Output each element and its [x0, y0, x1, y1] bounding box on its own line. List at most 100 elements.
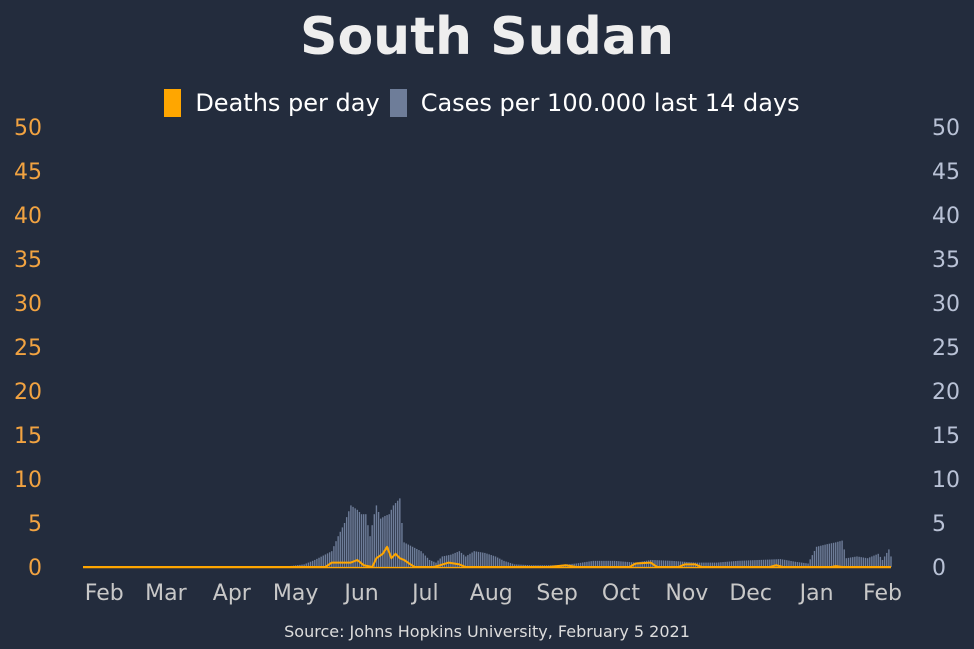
cases-bar — [428, 559, 431, 567]
cases-bar — [673, 561, 675, 567]
x-tick-label: Jan — [798, 581, 834, 606]
cases-bar — [845, 558, 848, 567]
cases-bar — [641, 561, 643, 567]
cases-bar — [826, 544, 828, 567]
cases-bar — [484, 552, 486, 567]
cases-swatch-icon — [389, 89, 407, 117]
cases-bar — [388, 514, 390, 567]
cases-bar — [643, 561, 646, 567]
cases-bar — [788, 560, 790, 567]
y-tick-right-label: 15 — [932, 424, 960, 449]
cases-bar — [773, 559, 775, 567]
cases-bar — [728, 561, 731, 567]
y-tick-left-label: 45 — [14, 160, 42, 185]
cases-bar — [443, 556, 446, 567]
cases-bar — [639, 561, 641, 567]
cases-bar — [607, 560, 609, 567]
cases-bar — [505, 561, 507, 567]
cases-bar — [847, 557, 850, 567]
cases-bar — [437, 560, 439, 567]
cases-bar — [375, 505, 378, 567]
cases-bar — [705, 562, 707, 567]
cases-bar — [877, 553, 879, 567]
cases-bar — [888, 549, 890, 567]
cases-bar — [320, 556, 322, 567]
cases-bar — [456, 552, 458, 567]
y-tick-left-label: 50 — [14, 116, 42, 141]
cases-bar — [781, 559, 784, 567]
cases-bar — [581, 562, 584, 567]
cases-bar — [354, 508, 356, 567]
cases-bar — [573, 563, 575, 567]
cases-bar — [890, 556, 892, 567]
y-tick-left-label: 35 — [14, 248, 42, 273]
cases-bar — [769, 559, 771, 567]
cases-bar — [654, 560, 656, 567]
cases-bar — [730, 561, 733, 567]
cases-bar — [311, 560, 314, 567]
cases-bar — [460, 552, 463, 567]
cases-bar — [656, 560, 658, 567]
cases-bar — [599, 560, 601, 567]
cases-bar — [316, 558, 318, 567]
cases-bar — [824, 544, 826, 567]
cases-bar — [365, 514, 367, 567]
cases-bar — [397, 500, 399, 567]
cases-bar — [754, 560, 756, 567]
cases-bar — [384, 515, 386, 567]
cases-bar — [805, 563, 807, 567]
cases-bar — [507, 562, 509, 567]
cases-bar — [613, 560, 616, 567]
cases-bar — [658, 560, 660, 567]
chart-title: South Sudan — [300, 7, 674, 67]
y-tick-left-label: 5 — [28, 512, 42, 537]
y-tick-left-label: 30 — [14, 292, 42, 317]
cases-bar — [369, 536, 371, 567]
legend-label-deaths: Deaths per day — [195, 89, 380, 117]
cases-bar — [762, 559, 765, 567]
x-tick-label: Oct — [602, 581, 640, 606]
x-tick-label: Apr — [213, 581, 252, 606]
cases-bar — [637, 562, 639, 567]
cases-bar — [798, 562, 801, 567]
x-tick-label: May — [273, 581, 318, 606]
cases-bar — [386, 515, 388, 567]
x-tick-label: Feb — [85, 581, 124, 606]
cases-bar — [843, 549, 845, 567]
cases-bar — [860, 557, 862, 567]
cases-bar — [618, 561, 620, 567]
cases-bar — [675, 561, 677, 567]
y-tick-right-label: 0 — [932, 556, 946, 581]
cases-bar — [303, 564, 305, 567]
cases-bar — [841, 540, 843, 567]
cases-bar — [667, 560, 669, 567]
cases-bar — [794, 561, 797, 567]
cases-bar — [373, 514, 375, 567]
cases-bar — [737, 560, 739, 567]
x-tick-label: Dec — [729, 581, 772, 606]
cases-bar — [490, 555, 492, 567]
cases-bar — [756, 560, 758, 567]
cases-bar — [713, 562, 716, 567]
cases-bar — [822, 545, 824, 567]
cases-bar — [864, 557, 867, 567]
cases-bar — [333, 546, 335, 567]
cases-bar — [424, 555, 427, 567]
cases-bar — [452, 553, 454, 567]
cases-bar — [645, 560, 648, 567]
cases-bar — [869, 557, 871, 567]
cases-bar — [603, 560, 605, 567]
cases-bar — [605, 560, 607, 567]
y-tick-left-label: 40 — [14, 204, 42, 229]
cases-bar — [856, 556, 858, 567]
cases-bar — [801, 562, 803, 567]
cases-bar — [790, 560, 792, 567]
cases-bar — [409, 545, 412, 567]
y-tick-right-label: 50 — [932, 116, 960, 141]
cases-bar — [764, 559, 767, 567]
cases-bar — [720, 562, 722, 567]
cases-bar — [726, 561, 728, 567]
cases-bar — [592, 560, 595, 567]
cases-bar — [616, 561, 618, 567]
cases-bar — [341, 527, 344, 567]
